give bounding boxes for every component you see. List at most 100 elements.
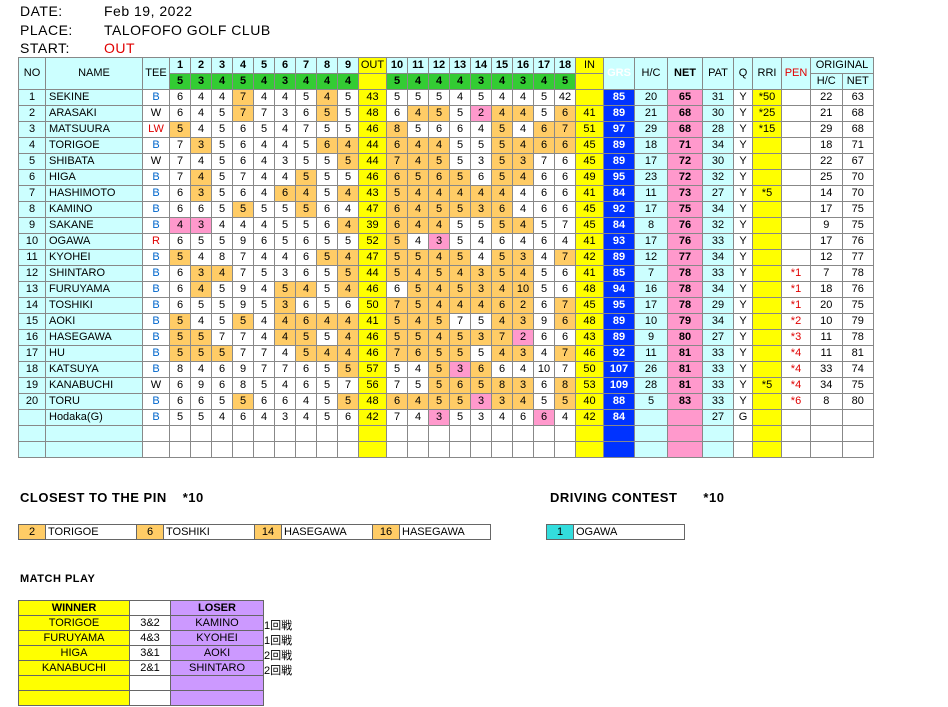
hole-score: 5 — [407, 377, 429, 394]
empty-cell — [358, 441, 387, 458]
hole-score: 5 — [316, 153, 338, 170]
hole-score: 5 — [533, 393, 555, 410]
hole-score: 5 — [295, 153, 317, 170]
handicap: 28 — [634, 377, 668, 394]
original-hc: 9 — [810, 217, 843, 234]
player-row: 3 MATSUURA LW 5 4 5 6 5 4 7 5 5 46 8 5 6 6 4 5 4 6 7 51 97 29 68 2… — [18, 121, 874, 138]
empty-cell — [667, 441, 703, 458]
hole-score: 4 — [407, 393, 429, 410]
player-row: 18 KATSUYA B 8 4 6 9 7 7 6 5 5 57 5 4 5 3 6 6 4 10 7 50 107 26 81… — [18, 361, 874, 378]
hole-score: 3 — [428, 409, 450, 426]
player-tee: B — [142, 265, 170, 282]
net-score: 76 — [667, 217, 703, 234]
pen-value — [781, 153, 811, 170]
hole-score: 6 — [533, 185, 555, 202]
rri-value: *15 — [752, 121, 782, 138]
player-tee: B — [142, 281, 170, 298]
match-empty-row — [18, 690, 264, 706]
hole-score: 6 — [554, 329, 576, 346]
empty-cell — [295, 425, 317, 442]
hole-score: 6 — [316, 217, 338, 234]
in-total: 51 — [575, 121, 604, 138]
original-hc: 25 — [810, 169, 843, 186]
hole-score: 6 — [533, 329, 555, 346]
pat-value: 32 — [702, 217, 734, 234]
hole-score: 3 — [512, 249, 534, 266]
gross-score: 84 — [603, 217, 635, 234]
handicap: 12 — [634, 249, 668, 266]
empty-cell — [295, 441, 317, 458]
hole-score: 5 — [337, 153, 359, 170]
hole-score: 5 — [316, 121, 338, 138]
in-total: 41 — [575, 105, 604, 122]
empty-cell — [702, 441, 734, 458]
hole-score: 5 — [449, 281, 471, 298]
player-no: 3 — [18, 121, 46, 138]
empty-cell — [781, 425, 811, 442]
rri-value — [752, 233, 782, 250]
out-total: 46 — [358, 121, 387, 138]
q-value: Y — [733, 329, 753, 346]
hole-score: 4 — [211, 217, 233, 234]
handicap: 17 — [634, 297, 668, 314]
hole-score: 4 — [512, 393, 534, 410]
hole-score: 4 — [428, 281, 450, 298]
hole-score: 6 — [386, 169, 408, 186]
player-no: 6 — [18, 169, 46, 186]
hole-score: 4 — [337, 313, 359, 330]
match-loser: SHINTARO — [170, 660, 264, 676]
hole-score: 5 — [428, 361, 450, 378]
q-value: Y — [733, 377, 753, 394]
award-row: 1 OGAWA — [546, 524, 685, 540]
hole-score: 5 — [337, 121, 359, 138]
net-score: 72 — [667, 169, 703, 186]
hole-score: 4 — [533, 345, 555, 362]
hole-score: 5 — [316, 169, 338, 186]
hole-score: 3 — [449, 361, 471, 378]
hole-score: 6 — [512, 409, 534, 426]
empty-cell — [752, 425, 782, 442]
col-hole-14: 14 — [470, 57, 492, 74]
out-total: 50 — [358, 297, 387, 314]
col-tee: TEE — [142, 57, 170, 90]
hole-score: 6 — [491, 233, 513, 250]
empty-row — [18, 425, 874, 442]
player-name: FURUYAMA — [45, 281, 143, 298]
empty-cell — [733, 441, 753, 458]
player-tee: B — [142, 89, 170, 106]
empty-cell — [575, 425, 604, 442]
hole-score: 5 — [295, 329, 317, 346]
pat-value: 30 — [702, 105, 734, 122]
empty-cell — [634, 441, 668, 458]
original-hc: 11 — [810, 345, 843, 362]
hole-score: 3 — [190, 265, 212, 282]
hole-score: 6 — [554, 153, 576, 170]
handicap: 17 — [634, 153, 668, 170]
hole-score: 6 — [169, 393, 191, 410]
player-row: 9 SAKANE B 4 3 4 4 4 5 5 6 4 39 6 4 4 5 5 5 4 5 7 45 84 8 76 32 Y 9 7… — [18, 217, 874, 234]
hole-score: 4 — [407, 137, 429, 154]
handicap: 29 — [634, 121, 668, 138]
hole-score: 5 — [470, 217, 492, 234]
place-label: PLACE: — [20, 22, 73, 38]
pat-value: 27 — [702, 329, 734, 346]
hole-score: 4 — [512, 105, 534, 122]
empty-cell — [45, 425, 143, 442]
col-hole-12: 12 — [428, 57, 450, 74]
hole-score: 4 — [512, 89, 534, 106]
original-hc: 21 — [810, 105, 843, 122]
original-net: 74 — [841, 361, 874, 378]
net-score: 68 — [667, 121, 703, 138]
hole-score: 5 — [211, 121, 233, 138]
hole-score: 5 — [211, 281, 233, 298]
player-no: 1 — [18, 89, 46, 106]
gross-score: 92 — [603, 345, 635, 362]
original-net: 79 — [841, 313, 874, 330]
rri-value: *25 — [752, 105, 782, 122]
in-total: 46 — [575, 345, 604, 362]
hole-score: 4 — [253, 409, 275, 426]
handicap: 17 — [634, 201, 668, 218]
hole-score: 4 — [337, 201, 359, 218]
hole-score: 7 — [169, 169, 191, 186]
hole-score: 4 — [253, 329, 275, 346]
